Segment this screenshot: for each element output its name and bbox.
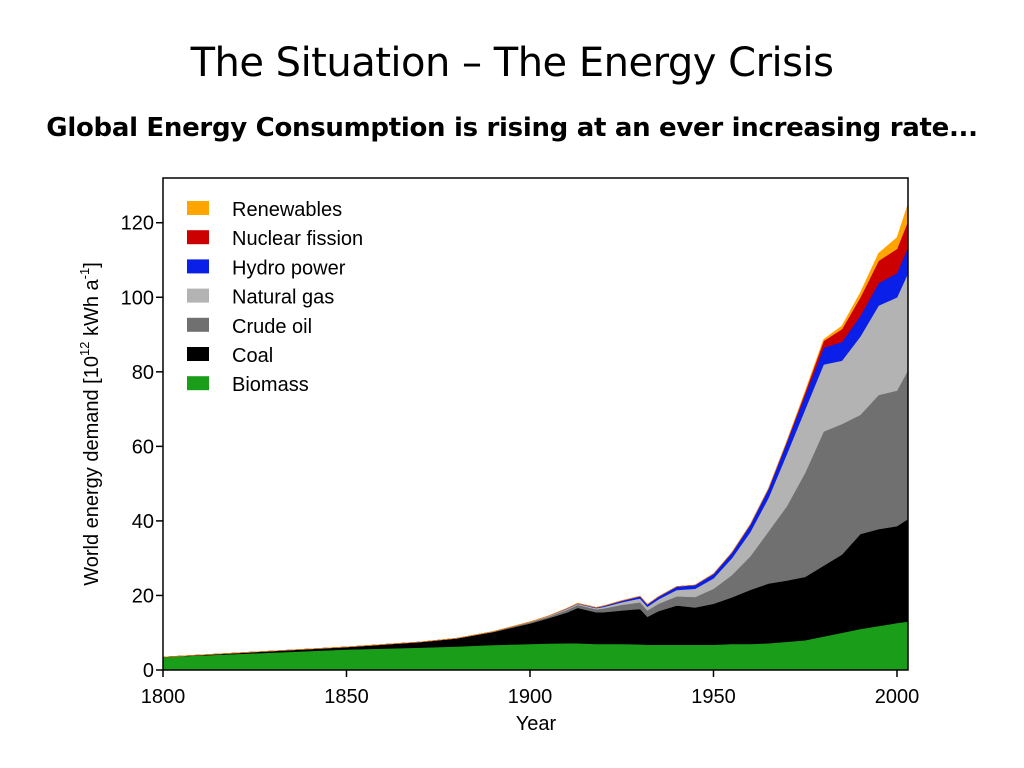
y-tick-label: 40	[132, 511, 154, 533]
legend-label-coal: Coal	[232, 345, 273, 367]
y-tick-label: 100	[121, 287, 154, 309]
y-tick-label: 20	[132, 585, 154, 607]
plot-frame	[162, 177, 909, 671]
x-axis: 1800 1850 1900 1950 2000	[141, 670, 919, 708]
y-tick-label: 80	[132, 362, 154, 384]
legend-swatch-renewables	[187, 201, 209, 215]
legend-swatch-coal	[187, 347, 209, 361]
y-axis: 0 20 40 60 80 100 120	[121, 213, 163, 682]
legend-label-renewables: Renewables	[232, 199, 342, 221]
y-tick-label: 0	[143, 660, 154, 682]
y-axis-label-part: -1	[77, 268, 92, 280]
y-axis-label-part: 12	[77, 342, 92, 356]
legend-label-hydro-power: Hydro power	[232, 257, 346, 279]
legend: Renewables Nuclear fission Hydro power Natu…	[187, 199, 363, 396]
legend-label-biomass: Biomass	[232, 374, 309, 396]
x-tick-label: 2000	[875, 686, 920, 708]
x-tick-label: 1800	[141, 686, 186, 708]
y-axis-label-part: kWh a	[81, 278, 103, 341]
legend-swatch-natural-gas	[187, 288, 209, 303]
y-tick-label: 60	[132, 436, 154, 458]
slide-subtitle: Global Energy Consumption is rising at a…	[46, 113, 978, 143]
legend-label-crude-oil: Crude oil	[232, 316, 312, 338]
legend-swatch-nuclear-fission	[187, 230, 209, 245]
y-axis-label-part: ]	[81, 262, 103, 268]
slide-title: The Situation – The Energy Crisis	[190, 40, 834, 86]
x-axis-label: Year	[516, 713, 557, 735]
legend-label-natural-gas: Natural gas	[232, 287, 334, 309]
x-tick-label: 1950	[691, 686, 736, 708]
x-tick-label: 1900	[508, 686, 553, 708]
legend-swatch-hydro-power	[187, 259, 209, 274]
y-axis-label-part: World energy demand [10	[81, 356, 103, 586]
legend-swatch-biomass	[187, 376, 209, 391]
x-tick-label: 1850	[324, 686, 369, 708]
legend-label-nuclear-fission: Nuclear fission	[232, 228, 363, 250]
legend-swatch-crude-oil	[187, 317, 209, 332]
y-tick-label: 120	[121, 213, 154, 235]
y-axis-label: World energy demand [1012 kWh a-1]	[77, 262, 103, 586]
